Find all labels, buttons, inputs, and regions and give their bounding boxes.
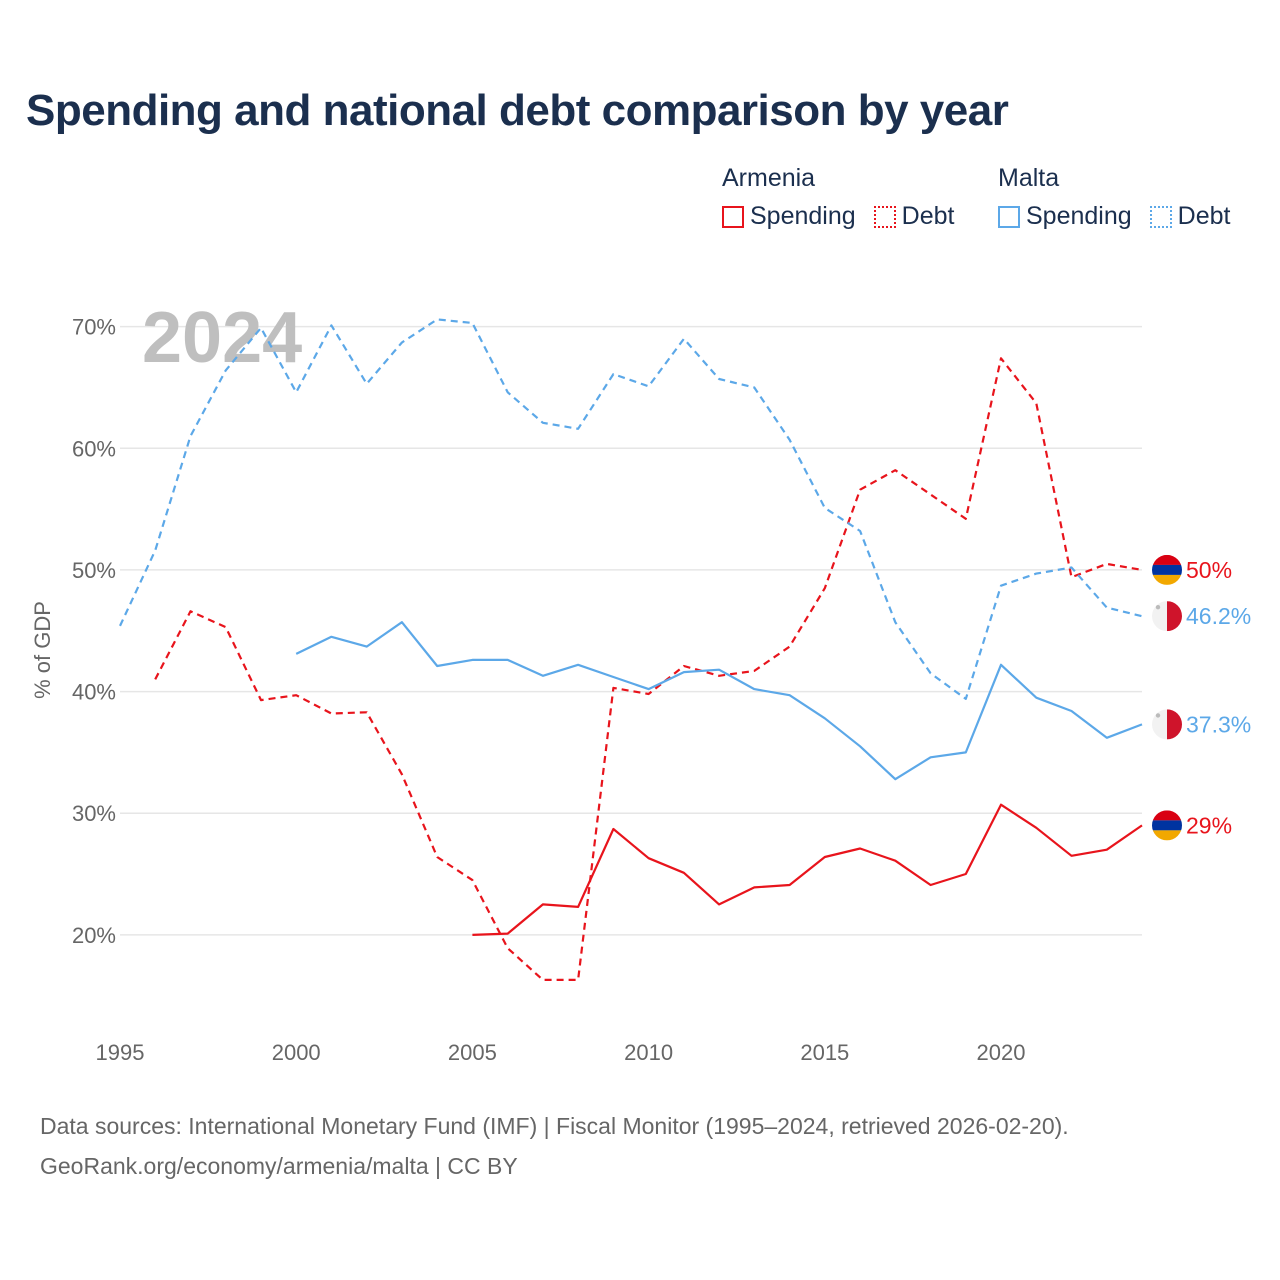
- legend-item-armenia-debt[interactable]: Debt: [873, 202, 955, 231]
- armenia-flag-icon: [1152, 554, 1182, 585]
- malta-spending-end-label: 37.3%: [1186, 711, 1251, 737]
- chart-title: Spending and national debt comparison by…: [26, 86, 1009, 135]
- attribution-line: GeoRank.org/economy/armenia/malta | CC B…: [40, 1153, 518, 1179]
- y-axis-label: % of GDP: [30, 601, 55, 699]
- legend-group-malta: Malta Spending Debt: [998, 160, 1248, 231]
- legend-item-armenia-spending[interactable]: Spending: [722, 202, 856, 231]
- year-watermark: 2024: [142, 298, 302, 378]
- legend-swatch-dotted: [1149, 205, 1172, 228]
- malta-debt-end-label: 46.2%: [1186, 603, 1251, 629]
- legend-country-armenia: Armenia: [722, 164, 816, 192]
- y-tick-label: 40%: [72, 680, 116, 705]
- y-tick-label: 60%: [72, 436, 116, 461]
- armenia-spending-line: [472, 803, 1143, 936]
- malta-spending-line: [295, 621, 1143, 781]
- x-tick-label: 2020: [977, 1040, 1026, 1065]
- legend-country-malta: Malta: [998, 164, 1060, 192]
- legend-label: Spending: [750, 202, 856, 230]
- legend-swatch-dotted: [873, 205, 896, 228]
- y-tick-label: 70%: [72, 315, 116, 340]
- armenia-spending-end-label: 29%: [1186, 812, 1232, 838]
- armenia-debt-line: [154, 357, 1143, 982]
- y-tick-label: 50%: [72, 558, 116, 583]
- legend-label: Debt: [1177, 202, 1231, 230]
- x-tick-label: 1995: [96, 1040, 145, 1065]
- data-sources: Data sources: International Monetary Fun…: [40, 1106, 1069, 1186]
- armenia-flag-icon: [1152, 810, 1182, 841]
- x-tick-label: 2015: [800, 1040, 849, 1065]
- malta-flag-icon: [1152, 601, 1182, 632]
- sources-line: Data sources: International Monetary Fun…: [40, 1113, 1069, 1139]
- x-tick-label: 2010: [624, 1040, 673, 1065]
- legend-swatch-solid: [722, 205, 744, 228]
- x-tick-label: 2005: [448, 1040, 497, 1065]
- malta-flag-icon: [1152, 709, 1182, 740]
- legend-swatch-solid: [998, 205, 1020, 228]
- legend-label: Spending: [1026, 202, 1132, 230]
- armenia-debt-end-label: 50%: [1186, 557, 1232, 583]
- legend-item-malta-debt[interactable]: Debt: [1149, 202, 1231, 231]
- x-tick-label: 2000: [272, 1040, 321, 1065]
- legend-group-armenia: Armenia Spending Debt: [722, 160, 972, 231]
- y-tick-label: 30%: [72, 801, 116, 826]
- malta-debt-line: [119, 318, 1143, 701]
- y-tick-label: 20%: [72, 923, 116, 948]
- legend-item-malta-spending[interactable]: Spending: [998, 202, 1132, 231]
- legend-label: Debt: [901, 202, 955, 230]
